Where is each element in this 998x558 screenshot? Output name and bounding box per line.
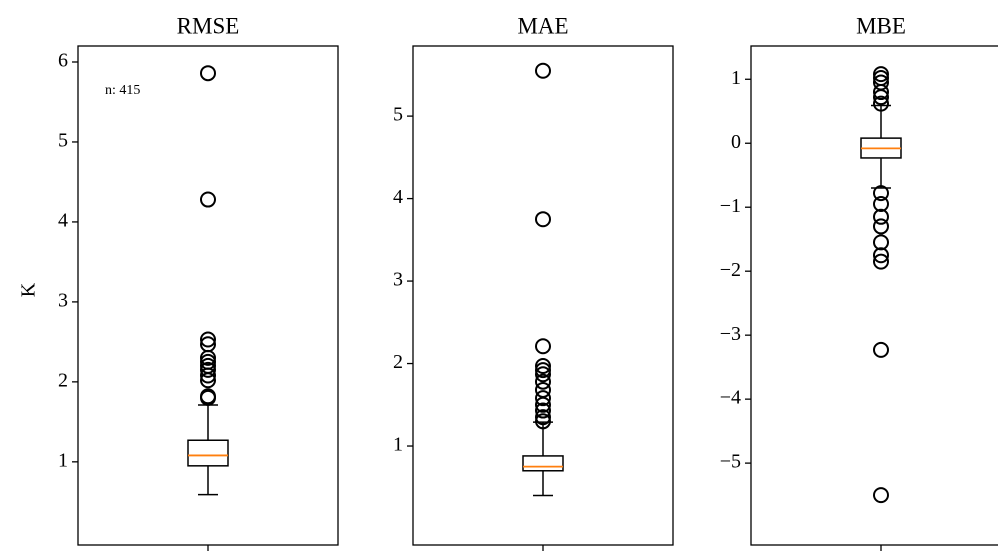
outlier [535,373,551,390]
outlier [200,349,216,366]
outlier [200,361,216,378]
y-tick-label: 4 [393,186,403,208]
outlier [873,487,889,504]
outlier [535,338,551,355]
y-tick-label: 6 [58,50,68,72]
outlier [873,341,889,358]
y-tick-label: 3 [393,269,403,291]
y-tick-label: 5 [58,130,68,152]
y-tick-label: 3 [58,289,68,311]
chart-title: MBE [856,13,906,38]
box [187,439,229,467]
y-tick-label: −4 [720,387,741,409]
outlier [873,218,889,235]
outlier [873,247,889,264]
y-tick-label: 2 [58,369,68,391]
chart-title: MAE [517,13,568,38]
outlier [535,402,551,419]
outlier [535,62,551,79]
outlier [535,390,551,407]
chart-title: RMSE [177,13,240,38]
outlier [200,389,216,406]
y-tick-label: 2 [393,351,403,373]
outlier [873,208,889,225]
box [522,455,564,472]
axes-frame [412,45,674,546]
y-tick-label: 4 [58,210,68,232]
axes-frame [77,45,339,546]
y-axis-label: K [18,282,40,297]
outlier [535,362,551,379]
annotation: n: 415 [105,83,140,98]
outlier [535,413,551,430]
outlier [200,65,216,82]
outlier [873,185,889,202]
y-tick-label: 0 [731,131,741,153]
outlier [873,196,889,213]
y-tick-label: −1 [720,195,741,217]
axes-frame [750,45,998,546]
outlier [873,253,889,270]
y-tick-label: 1 [731,67,741,89]
y-tick-label: −3 [720,323,741,345]
y-tick-label: −5 [720,451,741,473]
y-tick-label: 1 [393,434,403,456]
outlier [535,366,551,383]
y-tick-label: −2 [720,259,741,281]
outlier [535,381,551,398]
outlier [200,331,216,348]
outlier [873,89,889,106]
outlier [535,396,551,413]
outlier [535,409,551,426]
outlier [535,358,551,375]
y-tick-label: 1 [58,449,68,471]
outlier [200,191,216,208]
outlier [535,211,551,228]
outlier [873,84,889,101]
outlier [200,372,216,389]
outlier [200,367,216,384]
outlier [873,234,889,251]
y-tick-label: 5 [393,104,403,126]
outlier [873,95,889,112]
